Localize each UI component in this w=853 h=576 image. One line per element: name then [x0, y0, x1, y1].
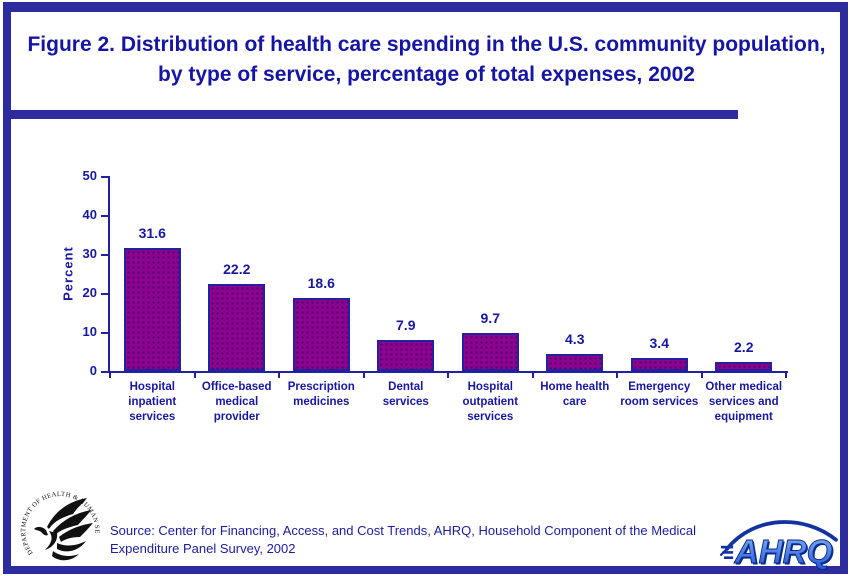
x-tick	[278, 373, 280, 378]
x-tick	[193, 373, 196, 378]
bar-value-label: 22.2	[223, 261, 251, 277]
page-title: Figure 2. Distribution of health care sp…	[27, 33, 826, 86]
bar-value-label: 2.2	[734, 339, 754, 355]
ahrq-wordmark: AHRQ	[734, 534, 833, 570]
bar-value-label: 3.4	[649, 335, 669, 351]
category-label: Emergency room services	[620, 381, 699, 408]
title-divider-bar	[10, 110, 738, 119]
x-tick	[785, 373, 787, 378]
y-axis-line	[108, 176, 110, 373]
y-tick	[101, 371, 108, 373]
ahrq-swoosh-icon	[725, 520, 838, 551]
category-label: Hospital inpatient services	[128, 381, 177, 423]
bar	[630, 358, 688, 371]
x-tick	[531, 373, 534, 378]
y-axis-label: Percent	[60, 245, 76, 301]
bar	[546, 354, 604, 371]
x-axis-line	[108, 371, 788, 373]
source-text: Source: Center for Financing, Access, an…	[110, 523, 697, 556]
category-label: Hospital outpatient services	[462, 381, 519, 423]
bar-value-label: 9.7	[480, 310, 500, 326]
bar	[461, 333, 519, 371]
bar-value-label: 4.3	[565, 331, 585, 347]
x-tick	[109, 373, 111, 378]
category-label: Home health care	[540, 381, 610, 408]
ahrq-speed-lines-icon	[721, 545, 734, 560]
y-tick-label: 0	[89, 363, 97, 378]
bar-value-label: 7.9	[396, 317, 416, 333]
y-tick-label: 10	[82, 324, 97, 339]
y-tick	[101, 215, 108, 217]
y-tick-label: 50	[82, 168, 97, 183]
y-tick	[101, 254, 108, 256]
hhs-logo: DEPARTMENT OF HEALTH & HUMAN SERVICES · …	[13, 481, 100, 561]
bar	[377, 340, 435, 371]
x-tick	[362, 373, 365, 378]
category-label: Other medical services and equipment	[705, 381, 783, 423]
category-label: Dental services	[382, 381, 429, 408]
y-tick	[101, 176, 108, 178]
ahrq-logo: AHRQ AHRQ	[719, 520, 838, 570]
category-label: Prescription medicines	[287, 381, 355, 408]
bar	[123, 248, 181, 371]
bar	[715, 362, 773, 371]
bar	[292, 298, 350, 371]
y-tick	[101, 332, 108, 334]
x-tick	[700, 373, 703, 378]
y-tick-label: 40	[82, 207, 97, 222]
x-tick	[447, 373, 449, 378]
x-tick	[616, 373, 618, 378]
bar-value-label: 18.6	[307, 275, 335, 291]
y-tick-label: 30	[82, 246, 97, 261]
y-tick-label: 20	[82, 285, 97, 300]
bar	[208, 284, 266, 371]
bar-value-label: 31.6	[138, 225, 166, 241]
hhs-eagle-icon	[34, 498, 93, 561]
ahrq-wordmark-shadow: AHRQ	[735, 536, 834, 570]
y-tick	[101, 293, 108, 295]
category-label: Office-based medical provider	[201, 381, 272, 423]
